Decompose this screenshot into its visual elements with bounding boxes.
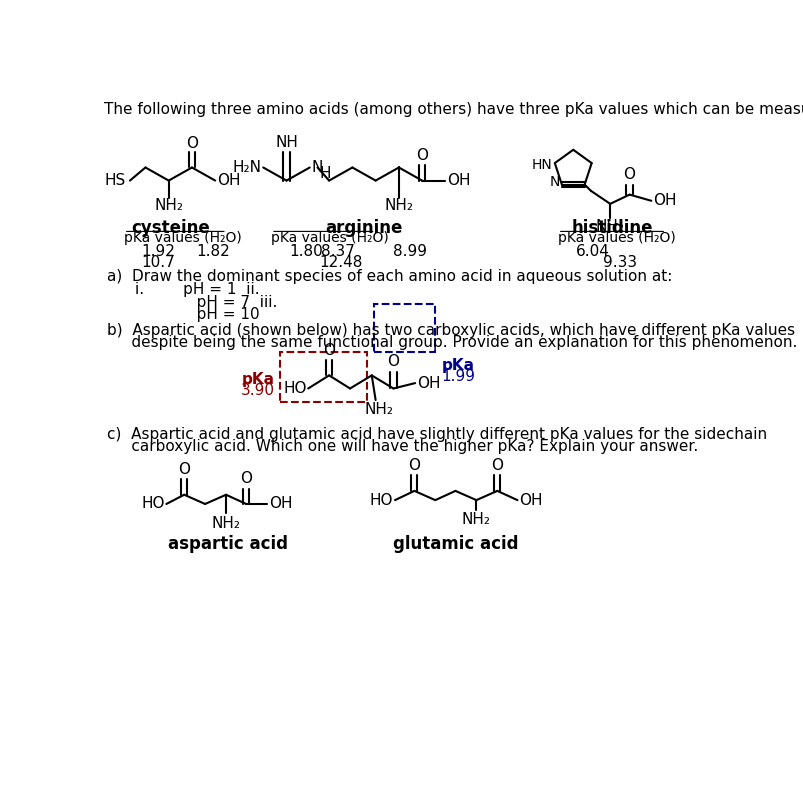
Text: NH₂: NH₂ — [384, 197, 413, 213]
Text: OH: OH — [268, 496, 291, 511]
Text: 9.33: 9.33 — [602, 255, 636, 270]
Text: 8.37: 8.37 — [321, 244, 355, 259]
Text: OH: OH — [446, 173, 470, 188]
Text: O: O — [185, 136, 198, 150]
Text: OH: OH — [652, 193, 675, 209]
Text: glutamic acid: glutamic acid — [393, 535, 518, 553]
Text: NH₂: NH₂ — [154, 197, 183, 213]
Text: cysteine: cysteine — [131, 219, 210, 237]
Text: NH₂: NH₂ — [461, 512, 491, 527]
Text: NH₂: NH₂ — [211, 515, 240, 531]
Text: 8.99: 8.99 — [393, 244, 427, 259]
Text: carboxylic acid. Which one will have the higher pKa? Explain your answer.: carboxylic acid. Which one will have the… — [107, 439, 697, 455]
Text: H₂N: H₂N — [232, 160, 261, 175]
Text: N: N — [311, 160, 322, 175]
Text: pKa: pKa — [242, 372, 275, 387]
Text: 1.99: 1.99 — [441, 369, 475, 384]
Text: pKa: pKa — [441, 358, 474, 373]
Text: O: O — [240, 471, 252, 487]
Text: aspartic acid: aspartic acid — [168, 535, 288, 553]
Text: 1.92: 1.92 — [141, 244, 175, 259]
Text: pKa values (H₂O): pKa values (H₂O) — [271, 231, 389, 244]
Text: i.        pH = 1  ii.: i. pH = 1 ii. — [135, 282, 259, 297]
Text: OH: OH — [519, 493, 542, 507]
Text: 12.48: 12.48 — [319, 255, 362, 270]
Text: N: N — [548, 174, 559, 189]
Text: despite being the same functional group. Provide an explanation for this phenome: despite being the same functional group.… — [107, 336, 796, 350]
Text: OH: OH — [416, 376, 440, 391]
Text: c)  Aspartic acid and glutamic acid have slightly different pKa values for the s: c) Aspartic acid and glutamic acid have … — [107, 427, 766, 442]
Text: OH: OH — [217, 173, 240, 188]
Text: HO: HO — [369, 493, 393, 507]
Text: O: O — [387, 354, 399, 369]
Text: pH = 10: pH = 10 — [143, 307, 259, 322]
Text: a)  Draw the dominant species of each amino acid in aqueous solution at:: a) Draw the dominant species of each ami… — [107, 269, 671, 284]
Text: H: H — [319, 166, 330, 181]
Text: histidine: histidine — [571, 219, 652, 237]
Text: The following three amino acids (among others) have three pKa values which can b: The following three amino acids (among o… — [104, 102, 803, 117]
Text: 1.82: 1.82 — [196, 244, 230, 259]
Text: HS: HS — [104, 173, 125, 188]
Text: HO: HO — [283, 381, 306, 396]
Text: O: O — [408, 458, 420, 473]
Text: b)  Aspartic acid (shown below) has two carboxylic acids, which have different p: b) Aspartic acid (shown below) has two c… — [107, 323, 794, 338]
Text: 3.90: 3.90 — [241, 384, 275, 398]
Text: O: O — [323, 343, 335, 358]
Text: O: O — [416, 148, 427, 163]
Text: 1.80: 1.80 — [288, 244, 322, 259]
Text: pH = 7  iii.: pH = 7 iii. — [143, 295, 277, 309]
Text: NH₂: NH₂ — [365, 403, 393, 417]
Text: NH: NH — [275, 135, 298, 149]
Text: NH₂: NH₂ — [595, 219, 624, 234]
Text: HN: HN — [531, 158, 552, 173]
Text: O: O — [178, 462, 190, 477]
Text: O: O — [491, 458, 503, 473]
Text: 6.04: 6.04 — [575, 244, 609, 259]
Text: O: O — [623, 167, 635, 182]
Text: 10.7: 10.7 — [141, 255, 175, 270]
Text: arginine: arginine — [325, 219, 402, 237]
Text: pKa values (H₂O): pKa values (H₂O) — [124, 231, 241, 244]
Text: HO: HO — [141, 496, 165, 511]
Text: pKa values (H₂O): pKa values (H₂O) — [557, 231, 675, 244]
